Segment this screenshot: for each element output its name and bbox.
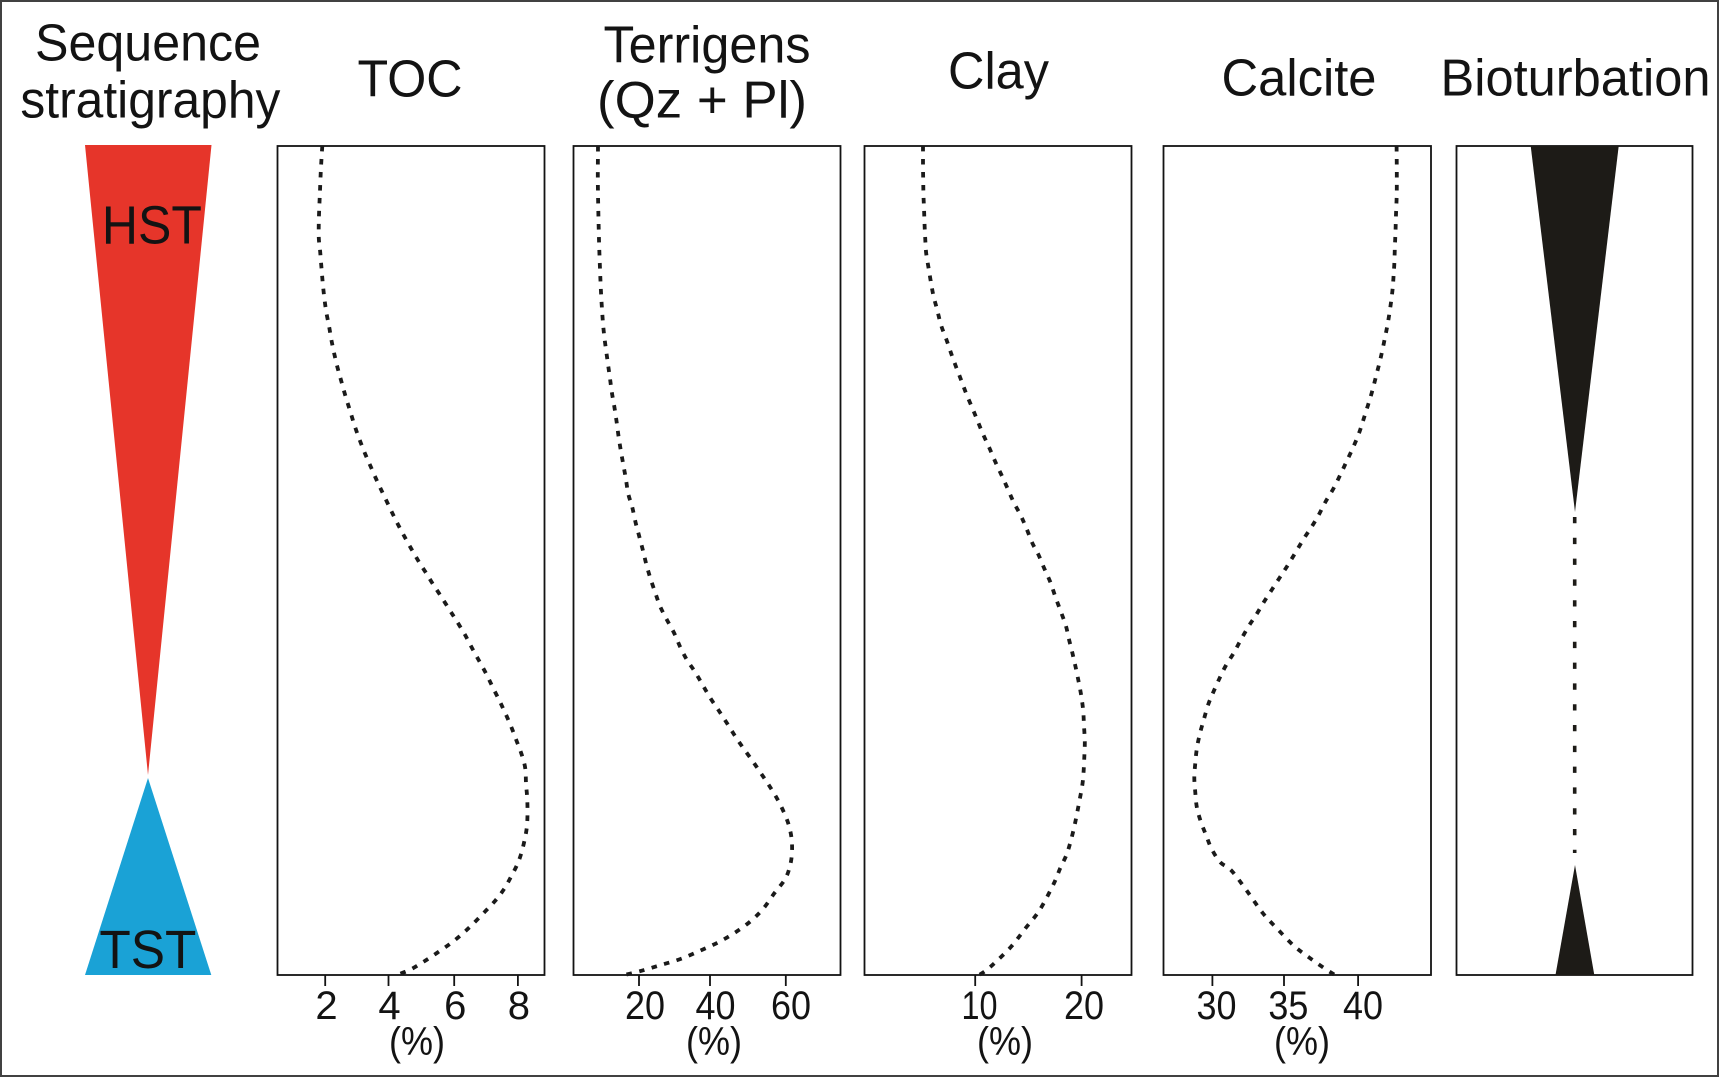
svg-text:(%): (%)	[1274, 1020, 1330, 1064]
svg-text:40: 40	[696, 984, 736, 1028]
svg-text:(Qz + Pl): (Qz + Pl)	[597, 72, 807, 130]
svg-text:4: 4	[378, 984, 400, 1028]
svg-text:20: 20	[625, 984, 665, 1028]
svg-text:60: 60	[771, 984, 811, 1028]
svg-text:Terrigens: Terrigens	[604, 16, 811, 74]
svg-text:20: 20	[1064, 984, 1104, 1028]
svg-text:HST: HST	[102, 195, 202, 255]
svg-text:40: 40	[1343, 984, 1383, 1028]
svg-text:35: 35	[1268, 984, 1308, 1028]
svg-text:Clay: Clay	[948, 43, 1049, 101]
svg-text:stratigraphy: stratigraphy	[20, 71, 280, 129]
svg-text:TOC: TOC	[358, 50, 463, 108]
svg-text:Calcite: Calcite	[1222, 50, 1377, 108]
svg-text:Sequence: Sequence	[35, 15, 261, 73]
svg-text:6: 6	[444, 984, 466, 1028]
svg-text:30: 30	[1197, 984, 1237, 1028]
svg-text:10: 10	[962, 984, 998, 1028]
svg-text:TST: TST	[99, 920, 196, 980]
svg-text:(%): (%)	[389, 1020, 445, 1064]
svg-text:(%): (%)	[686, 1020, 742, 1064]
svg-text:2: 2	[315, 984, 337, 1028]
svg-text:Bioturbation: Bioturbation	[1441, 50, 1711, 108]
svg-text:(%): (%)	[977, 1020, 1033, 1064]
svg-text:8: 8	[508, 984, 530, 1028]
